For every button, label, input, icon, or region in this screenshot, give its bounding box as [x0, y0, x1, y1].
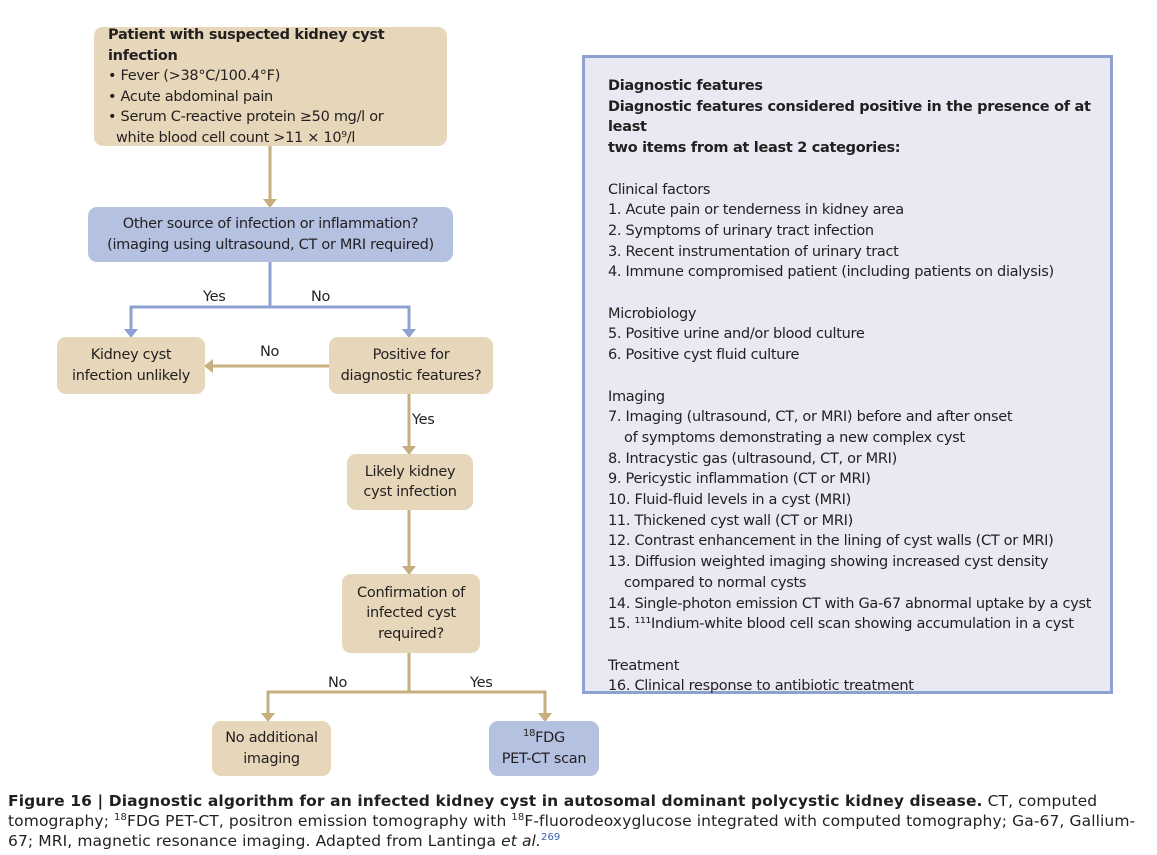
- label-yes: Yes: [203, 289, 226, 305]
- feature-item: 1. Acute pain or tenderness in kidney ar…: [608, 202, 904, 219]
- label-no: No: [311, 289, 331, 305]
- likely-line: cyst infection: [363, 484, 457, 500]
- start-item: • Serum C-reactive protein ≥50 mg/l or: [108, 109, 384, 125]
- diagnostic-features-panel: Diagnostic features Diagnostic features …: [582, 55, 1113, 694]
- other-source-line: (imaging using ultrasound, CT or MRI req…: [107, 236, 434, 253]
- caption-text: FDG PET-CT, positron emission tomography…: [126, 812, 512, 830]
- caption-sup: 18: [511, 811, 525, 823]
- no-imaging-line: No additional: [225, 730, 318, 746]
- confirmation-line: required?: [378, 625, 444, 642]
- figure-caption: Figure 16 | Diagnostic algorithm for an …: [8, 791, 1148, 851]
- caption-etal: et al.: [501, 832, 541, 850]
- section-heading: Imaging: [608, 388, 665, 405]
- confirmation-line: Confirmation of: [357, 584, 465, 601]
- likely-line: Likely kidney: [364, 463, 456, 480]
- section-treatment: Treatment 16. Clinical response to antib…: [608, 656, 1110, 697]
- feature-item: compared to normal cysts: [624, 574, 807, 591]
- pet-ct-box: 18FDG PET-CT scan: [489, 721, 599, 776]
- panel-intro: two items from at least 2 categories:: [608, 140, 901, 157]
- feature-item: 9. Pericystic inflammation (CT or MRI): [608, 471, 871, 488]
- feature-item: 2. Symptoms of urinary tract infection: [608, 222, 874, 239]
- unlikely-line: Kidney cyst: [90, 347, 172, 363]
- label-no: No: [328, 675, 348, 691]
- no-imaging-line: imaging: [243, 750, 300, 767]
- caption-title: Figure 16 | Diagnostic algorithm for an …: [8, 792, 983, 810]
- section-imaging: Imaging 7. Imaging (ultrasound, CT, or M…: [608, 387, 1110, 635]
- start-box: Patient with suspected kidney cyst infec…: [94, 27, 447, 146]
- section-microbiology: Microbiology 5. Positive urine and/or bl…: [608, 304, 1110, 366]
- feature-item: of symptoms demonstrating a new complex …: [624, 429, 965, 446]
- start-item: • Fever (>38°C/100.4°F): [108, 68, 281, 84]
- start-item: • Acute abdominal pain: [108, 88, 273, 105]
- feature-item: 12. Contrast enhancement in the lining o…: [608, 533, 1054, 550]
- feature-item: 4. Immune compromised patient (including…: [608, 264, 1054, 281]
- caption-text: F-fluorodeoxyglucose integrated with com…: [8, 812, 1136, 850]
- section-heading: Microbiology: [608, 305, 697, 322]
- confirmation-line: infected cyst: [366, 605, 456, 622]
- label-no: No: [260, 344, 280, 360]
- unlikely-box: Kidney cyst infection unlikely: [57, 337, 205, 394]
- positive-line: diagnostic features?: [340, 367, 482, 384]
- other-source-box: Other source of infection or inflammatio…: [88, 207, 453, 262]
- caption-sup: 18: [114, 811, 127, 823]
- feature-item: 8. Intracystic gas (ultrasound, CT, or M…: [608, 450, 897, 467]
- section-heading: Clinical factors: [608, 181, 711, 198]
- feature-item: 14. Single-photon emission CT with Ga-67…: [608, 595, 1092, 612]
- confirmation-box: Confirmation of infected cyst required?: [342, 574, 480, 653]
- feature-item: 3. Recent instrumentation of urinary tra…: [608, 243, 899, 260]
- panel-intro: Diagnostic features considered positive …: [608, 98, 1091, 136]
- start-item: white blood cell count >11 × 10⁹/l: [116, 129, 356, 146]
- panel-title: Diagnostic features: [608, 78, 763, 94]
- feature-item: 5. Positive urine and/or blood culture: [608, 326, 865, 343]
- arrow-source-branches: [129, 262, 272, 330]
- feature-item: 7. Imaging (ultrasound, CT, or MRI) befo…: [608, 409, 1013, 426]
- start-title: Patient with suspected kidney cyst infec…: [108, 27, 385, 64]
- positive-line: Positive for: [372, 347, 450, 363]
- feature-item: 6. Positive cyst fluid culture: [608, 347, 800, 364]
- label-yes: Yes: [412, 412, 435, 428]
- pet-sup: 18: [523, 728, 536, 740]
- section-clinical: Clinical factors 1. Acute pain or tender…: [608, 180, 1110, 284]
- section-heading: Treatment: [608, 657, 680, 674]
- other-source-line: Other source of infection or inflammatio…: [122, 216, 419, 232]
- caption-reference-link[interactable]: 269: [540, 831, 561, 843]
- likely-box: Likely kidney cyst infection: [347, 454, 473, 510]
- unlikely-line: infection unlikely: [71, 367, 191, 384]
- pet-line1: 18FDG: [523, 728, 565, 749]
- feature-item: 15. ¹¹¹Indium-white blood cell scan show…: [608, 616, 1074, 633]
- arrow-confirm-branches: [266, 653, 411, 714]
- no-imaging-box: No additional imaging: [212, 721, 331, 776]
- caption-text: CT, computed tomography;: [8, 792, 1098, 830]
- positive-box: Positive for diagnostic features?: [329, 337, 493, 394]
- label-yes: Yes: [470, 675, 493, 691]
- pet-fdg: FDG: [535, 730, 565, 746]
- feature-item: 16. Clinical response to antibiotic trea…: [608, 678, 914, 695]
- feature-item: 11. Thickened cyst wall (CT or MRI): [608, 512, 853, 529]
- feature-item: 10. Fluid-fluid levels in a cyst (MRI): [608, 492, 852, 509]
- feature-item: 13. Diffusion weighted imaging showing i…: [608, 554, 1049, 571]
- pet-line2: PET-CT scan: [501, 750, 587, 767]
